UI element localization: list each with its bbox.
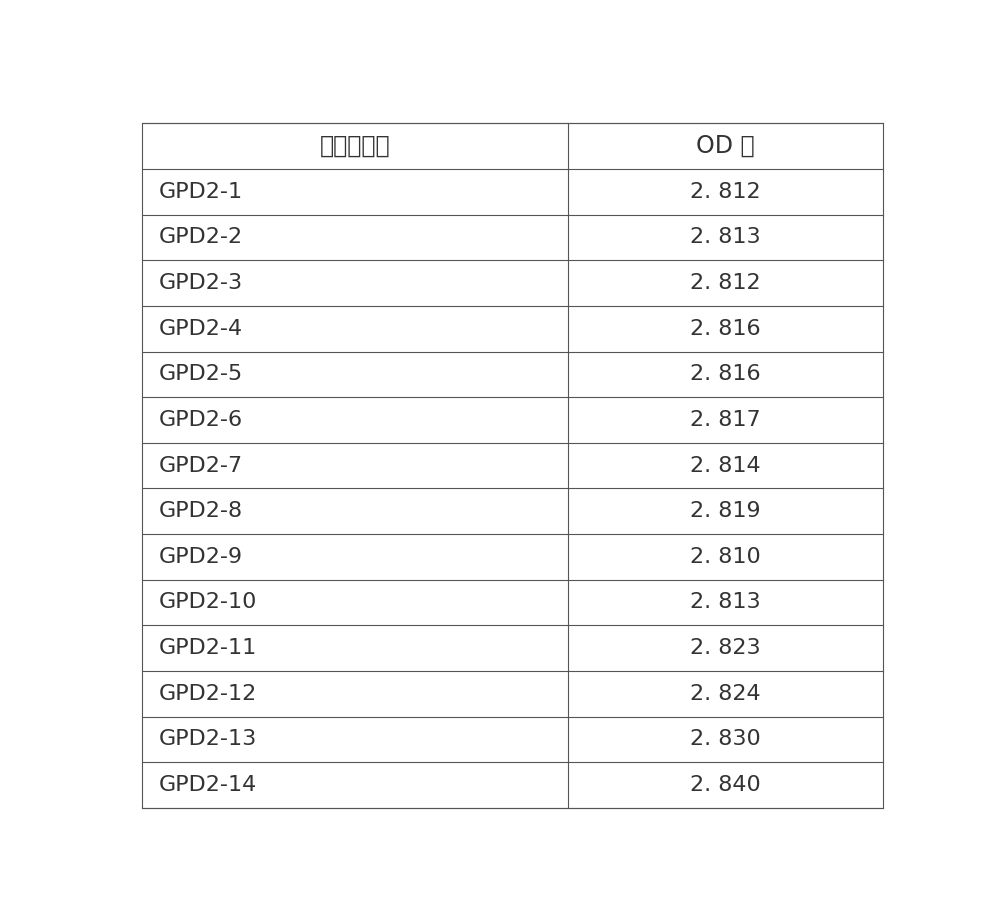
Text: 2. 813: 2. 813 — [690, 593, 761, 612]
Text: GPD2-3: GPD2-3 — [159, 273, 243, 293]
Text: 适配子名称: 适配子名称 — [320, 135, 390, 159]
Text: 2. 814: 2. 814 — [690, 455, 761, 476]
Text: 2. 819: 2. 819 — [690, 502, 761, 521]
Text: OD 値: OD 値 — [696, 135, 755, 159]
Text: 2. 812: 2. 812 — [690, 182, 761, 202]
Text: GPD2-9: GPD2-9 — [159, 547, 243, 567]
Text: GPD2-14: GPD2-14 — [159, 775, 257, 795]
Text: 2. 823: 2. 823 — [690, 638, 761, 658]
Text: GPD2-1: GPD2-1 — [159, 182, 243, 202]
Text: 2. 816: 2. 816 — [690, 319, 761, 338]
Text: GPD2-8: GPD2-8 — [159, 502, 243, 521]
Text: GPD2-4: GPD2-4 — [159, 319, 243, 338]
Text: GPD2-5: GPD2-5 — [159, 364, 243, 384]
Text: GPD2-10: GPD2-10 — [159, 593, 257, 612]
Text: 2. 812: 2. 812 — [690, 273, 761, 293]
Text: 2. 816: 2. 816 — [690, 364, 761, 384]
Text: 2. 817: 2. 817 — [690, 410, 761, 430]
Text: GPD2-6: GPD2-6 — [159, 410, 243, 430]
Text: GPD2-12: GPD2-12 — [159, 684, 257, 703]
Text: 2. 840: 2. 840 — [690, 775, 761, 795]
Text: 2. 824: 2. 824 — [690, 684, 761, 703]
Text: GPD2-11: GPD2-11 — [159, 638, 257, 658]
Text: 2. 813: 2. 813 — [690, 228, 761, 247]
Text: 2. 810: 2. 810 — [690, 547, 761, 567]
Text: GPD2-13: GPD2-13 — [159, 729, 257, 750]
Text: 2. 830: 2. 830 — [690, 729, 761, 750]
Text: GPD2-2: GPD2-2 — [159, 228, 243, 247]
Text: GPD2-7: GPD2-7 — [159, 455, 243, 476]
